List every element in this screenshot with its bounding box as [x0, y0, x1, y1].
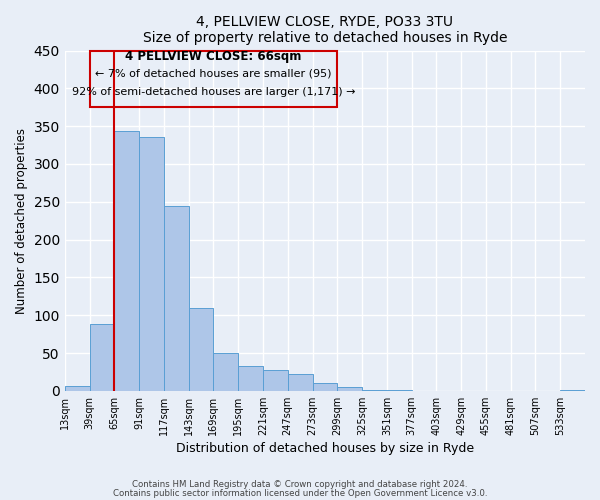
Text: Contains public sector information licensed under the Open Government Licence v3: Contains public sector information licen…	[113, 489, 487, 498]
Bar	[164, 206, 188, 391]
Bar	[214, 353, 238, 391]
Bar	[263, 370, 288, 391]
Bar	[387, 390, 412, 391]
Bar	[313, 384, 337, 391]
Bar	[362, 390, 387, 391]
Bar	[89, 50, 337, 107]
Bar	[65, 386, 89, 391]
X-axis label: Distribution of detached houses by size in Ryde: Distribution of detached houses by size …	[176, 442, 474, 455]
Bar	[337, 387, 362, 391]
Bar	[188, 308, 214, 391]
Bar	[560, 390, 585, 391]
Text: 4 PELLVIEW CLOSE: 66sqm: 4 PELLVIEW CLOSE: 66sqm	[125, 50, 302, 62]
Bar	[115, 132, 139, 391]
Text: 92% of semi-detached houses are larger (1,171) →: 92% of semi-detached houses are larger (…	[71, 87, 355, 97]
Bar	[288, 374, 313, 391]
Y-axis label: Number of detached properties: Number of detached properties	[15, 128, 28, 314]
Text: ← 7% of detached houses are smaller (95): ← 7% of detached houses are smaller (95)	[95, 68, 332, 78]
Bar	[139, 138, 164, 391]
Title: 4, PELLVIEW CLOSE, RYDE, PO33 3TU
Size of property relative to detached houses i: 4, PELLVIEW CLOSE, RYDE, PO33 3TU Size o…	[143, 15, 507, 45]
Text: Contains HM Land Registry data © Crown copyright and database right 2024.: Contains HM Land Registry data © Crown c…	[132, 480, 468, 489]
Bar	[238, 366, 263, 391]
Bar	[89, 324, 115, 391]
